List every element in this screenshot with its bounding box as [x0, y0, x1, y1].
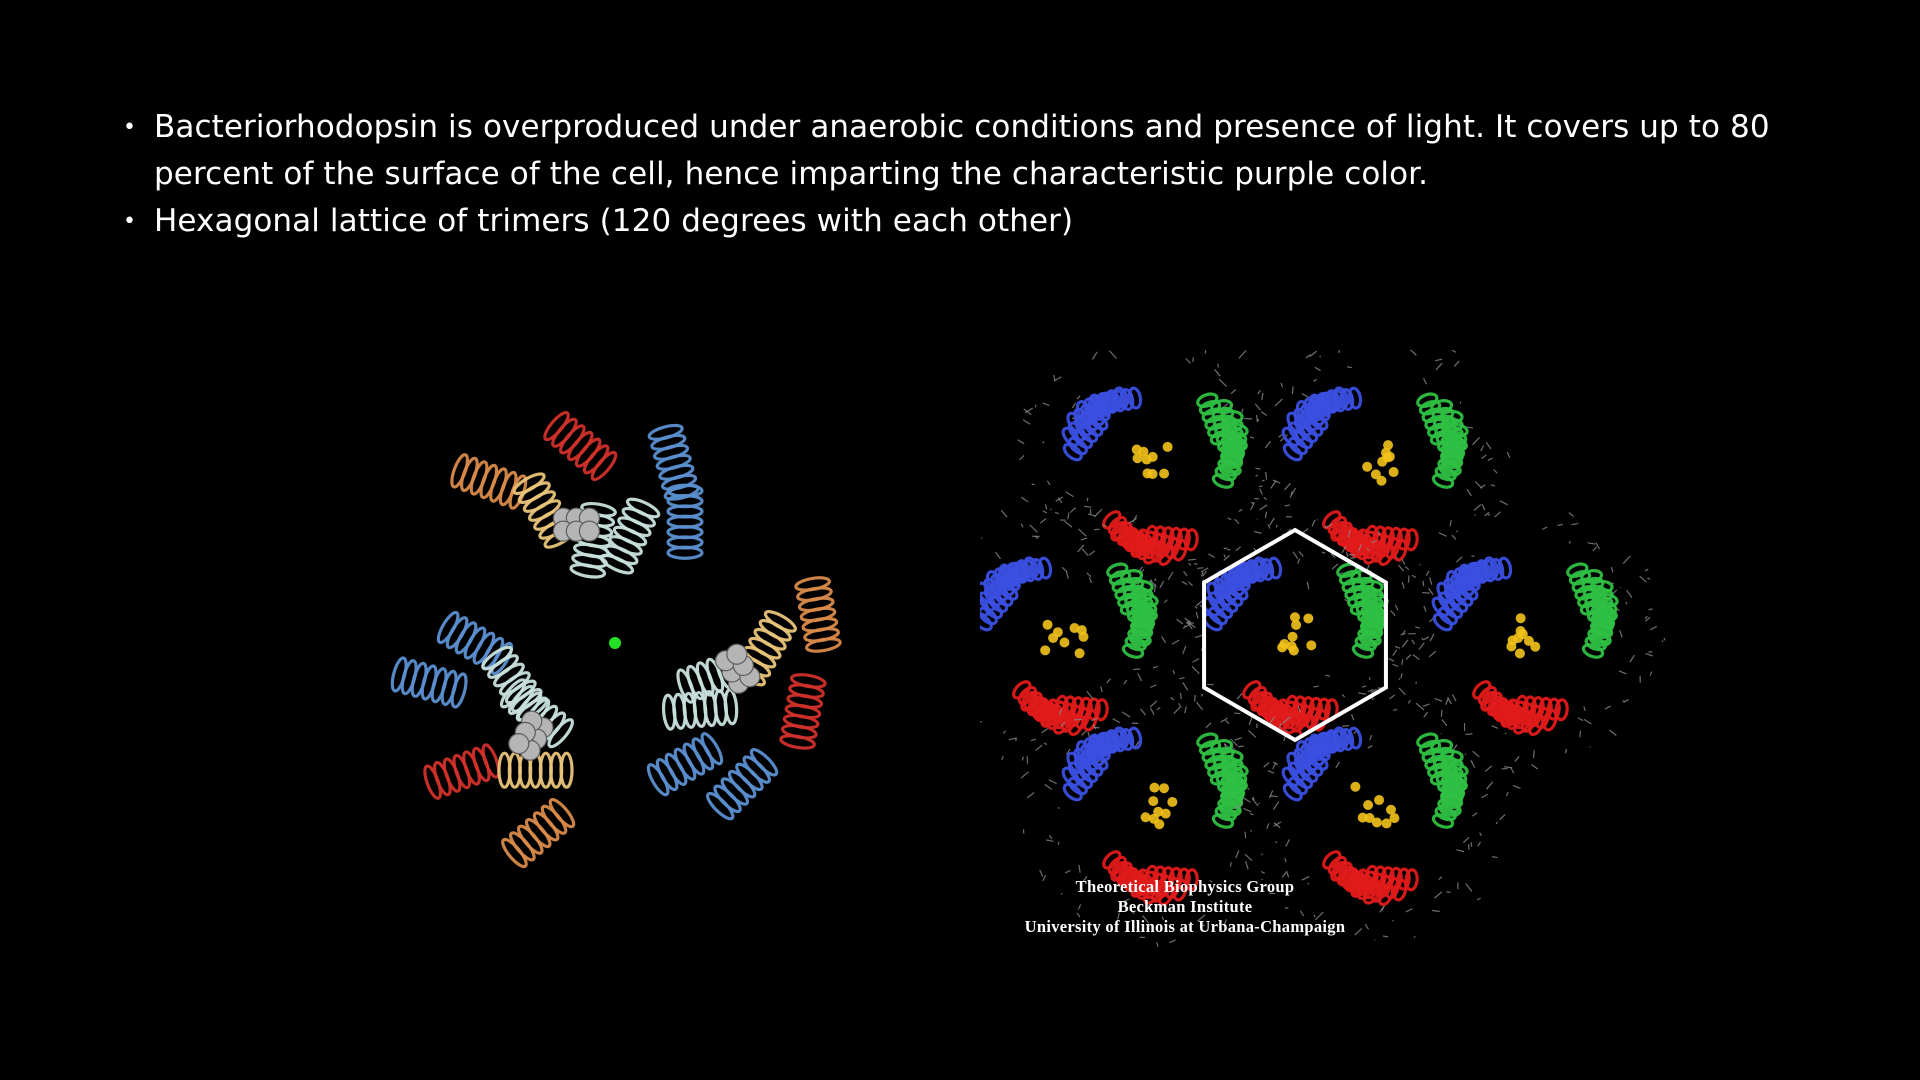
hexagonal-lattice-image [980, 350, 1720, 950]
lattice-trimer [1018, 350, 1296, 595]
bullet-marker: • [123, 198, 136, 245]
bullet-text: Bacteriorhodopsin is overproduced under … [154, 109, 1770, 192]
caption-line-3: University of Illinois at Urbana-Champai… [955, 917, 1415, 937]
lattice-trimer [980, 492, 1202, 764]
lattice-group [980, 350, 1665, 947]
bullet-marker: • [123, 104, 136, 151]
bullet-item: • Hexagonal lattice of trimers (120 degr… [121, 198, 1841, 245]
bacteriorhodopsin-trimer-image [330, 360, 890, 920]
caption-line-1: Theoretical Biophysics Group [955, 877, 1415, 897]
figure-credit-caption: Theoretical Biophysics Group Beckman Ins… [955, 877, 1415, 937]
bullet-item: • Bacteriorhodopsin is overproduced unde… [121, 104, 1841, 198]
monomer [602, 566, 890, 845]
trimer-center-marker [609, 637, 621, 649]
monomer [449, 410, 702, 580]
monomer [337, 598, 638, 882]
bullet-text: Hexagonal lattice of trimers (120 degree… [154, 203, 1073, 239]
caption-line-2: Beckman Institute [955, 897, 1415, 917]
bullet-list: • Bacteriorhodopsin is overproduced unde… [121, 104, 1841, 245]
